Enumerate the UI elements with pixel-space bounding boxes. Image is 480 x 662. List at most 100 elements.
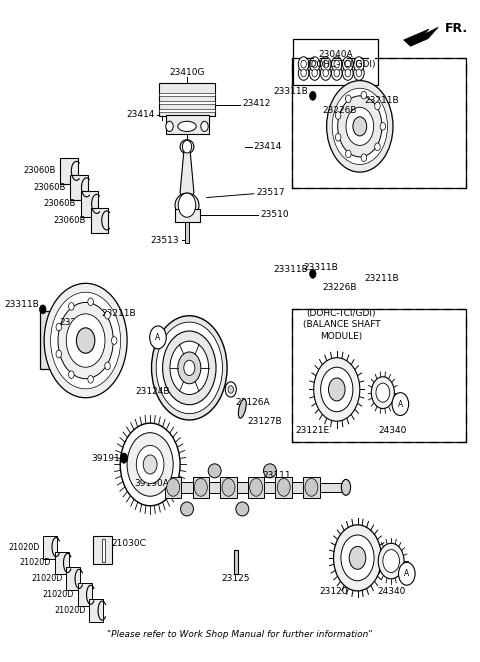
Bar [93, 536, 112, 564]
Text: 23060B: 23060B [24, 166, 56, 175]
Bar [316, 483, 346, 493]
Circle shape [346, 150, 351, 158]
Bar [81, 191, 98, 216]
Bar [248, 477, 264, 498]
Text: 23226B: 23226B [60, 318, 94, 326]
Circle shape [88, 298, 93, 306]
Text: 23121E: 23121E [296, 426, 330, 436]
Bar [159, 93, 215, 96]
Ellipse shape [180, 140, 194, 154]
Circle shape [58, 303, 113, 379]
Circle shape [334, 69, 339, 77]
Circle shape [314, 357, 360, 421]
Circle shape [111, 337, 117, 344]
Circle shape [44, 283, 127, 398]
Circle shape [336, 134, 341, 141]
Bar [159, 101, 215, 104]
Circle shape [354, 57, 364, 71]
Text: A: A [156, 333, 161, 342]
Circle shape [361, 91, 367, 99]
Circle shape [301, 69, 306, 77]
Circle shape [127, 433, 173, 496]
Circle shape [105, 311, 110, 319]
Bar [192, 477, 209, 498]
Text: 21020D: 21020D [54, 606, 85, 615]
Circle shape [353, 117, 367, 136]
Text: 23127B: 23127B [247, 417, 282, 426]
Circle shape [178, 352, 201, 384]
Text: FR.: FR. [445, 22, 468, 35]
Text: 23060B: 23060B [54, 216, 86, 225]
Circle shape [50, 292, 120, 389]
Circle shape [163, 331, 216, 404]
Bar [292, 58, 466, 188]
Circle shape [88, 375, 93, 383]
Text: 21020D: 21020D [8, 543, 39, 551]
Circle shape [69, 303, 74, 310]
Text: 23517: 23517 [256, 188, 285, 197]
Circle shape [354, 66, 364, 80]
Text: 23510: 23510 [261, 211, 289, 219]
Text: (DOHC-TCI/GDI): (DOHC-TCI/GDI) [307, 60, 376, 69]
Circle shape [136, 446, 164, 483]
Bar [165, 477, 181, 498]
Ellipse shape [178, 121, 196, 132]
Circle shape [383, 549, 399, 573]
Text: 23414: 23414 [126, 111, 155, 119]
Circle shape [298, 66, 309, 80]
Text: 23060B: 23060B [44, 199, 76, 209]
Circle shape [225, 382, 236, 397]
Circle shape [277, 479, 290, 496]
Circle shape [334, 60, 339, 68]
Ellipse shape [239, 399, 246, 418]
Text: 23211B: 23211B [364, 97, 399, 105]
Ellipse shape [175, 193, 199, 217]
Polygon shape [180, 152, 194, 197]
Circle shape [143, 455, 157, 474]
Circle shape [150, 326, 166, 349]
Circle shape [228, 386, 234, 393]
Circle shape [356, 60, 361, 68]
Ellipse shape [341, 479, 350, 495]
Circle shape [56, 350, 61, 358]
Text: 23311B: 23311B [274, 265, 308, 275]
Text: 23211B: 23211B [364, 274, 399, 283]
Circle shape [328, 378, 345, 401]
Circle shape [338, 96, 382, 157]
Bar [78, 583, 92, 606]
Circle shape [372, 377, 395, 408]
Circle shape [76, 328, 95, 354]
Bar [220, 477, 237, 498]
Bar [55, 551, 69, 575]
Ellipse shape [180, 502, 193, 516]
Circle shape [310, 269, 316, 278]
Text: 39191: 39191 [92, 454, 120, 463]
Circle shape [345, 69, 350, 77]
Circle shape [398, 562, 415, 585]
Text: 23125: 23125 [221, 575, 250, 583]
Circle shape [345, 60, 350, 68]
Circle shape [56, 323, 61, 331]
Circle shape [167, 479, 180, 496]
Text: 23124B: 23124B [135, 387, 170, 396]
Circle shape [301, 60, 306, 68]
Text: 23040A: 23040A [319, 50, 353, 59]
Bar [71, 175, 88, 200]
Circle shape [178, 193, 196, 217]
Circle shape [321, 57, 331, 71]
Circle shape [170, 341, 209, 395]
Circle shape [321, 367, 353, 412]
Circle shape [305, 479, 318, 496]
Text: 23412: 23412 [242, 99, 271, 108]
Text: 23513: 23513 [151, 236, 179, 245]
Circle shape [332, 66, 342, 80]
Bar [89, 599, 103, 622]
Circle shape [309, 57, 320, 71]
Bar [276, 477, 292, 498]
Bar [66, 567, 80, 591]
Text: 21020D: 21020D [43, 591, 74, 599]
Text: 23120: 23120 [319, 587, 348, 596]
Text: 23410G: 23410G [169, 68, 205, 77]
Circle shape [66, 314, 105, 367]
Text: (DOHC-TCI/GDI): (DOHC-TCI/GDI) [307, 308, 376, 318]
